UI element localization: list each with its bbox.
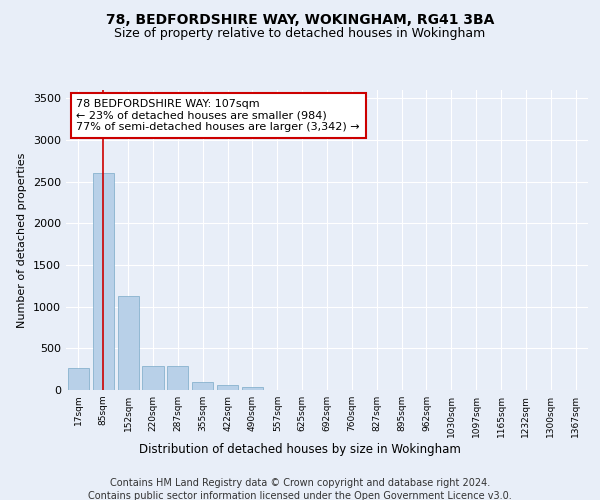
Y-axis label: Number of detached properties: Number of detached properties [17, 152, 28, 328]
Text: Contains HM Land Registry data © Crown copyright and database right 2024.: Contains HM Land Registry data © Crown c… [110, 478, 490, 488]
Bar [217, 384, 238, 390]
Bar [142, 366, 164, 390]
Bar [68, 368, 89, 390]
Bar [118, 296, 139, 390]
Text: 78, BEDFORDSHIRE WAY, WOKINGHAM, RG41 3BA: 78, BEDFORDSHIRE WAY, WOKINGHAM, RG41 3B… [106, 12, 494, 26]
Bar [93, 174, 114, 390]
Bar [242, 386, 263, 390]
Text: Size of property relative to detached houses in Wokingham: Size of property relative to detached ho… [115, 28, 485, 40]
Text: Contains public sector information licensed under the Open Government Licence v3: Contains public sector information licen… [88, 491, 512, 500]
Bar [192, 382, 213, 390]
Text: 78 BEDFORDSHIRE WAY: 107sqm
← 23% of detached houses are smaller (984)
77% of se: 78 BEDFORDSHIRE WAY: 107sqm ← 23% of det… [76, 99, 360, 132]
Text: Distribution of detached houses by size in Wokingham: Distribution of detached houses by size … [139, 442, 461, 456]
Bar [167, 366, 188, 390]
